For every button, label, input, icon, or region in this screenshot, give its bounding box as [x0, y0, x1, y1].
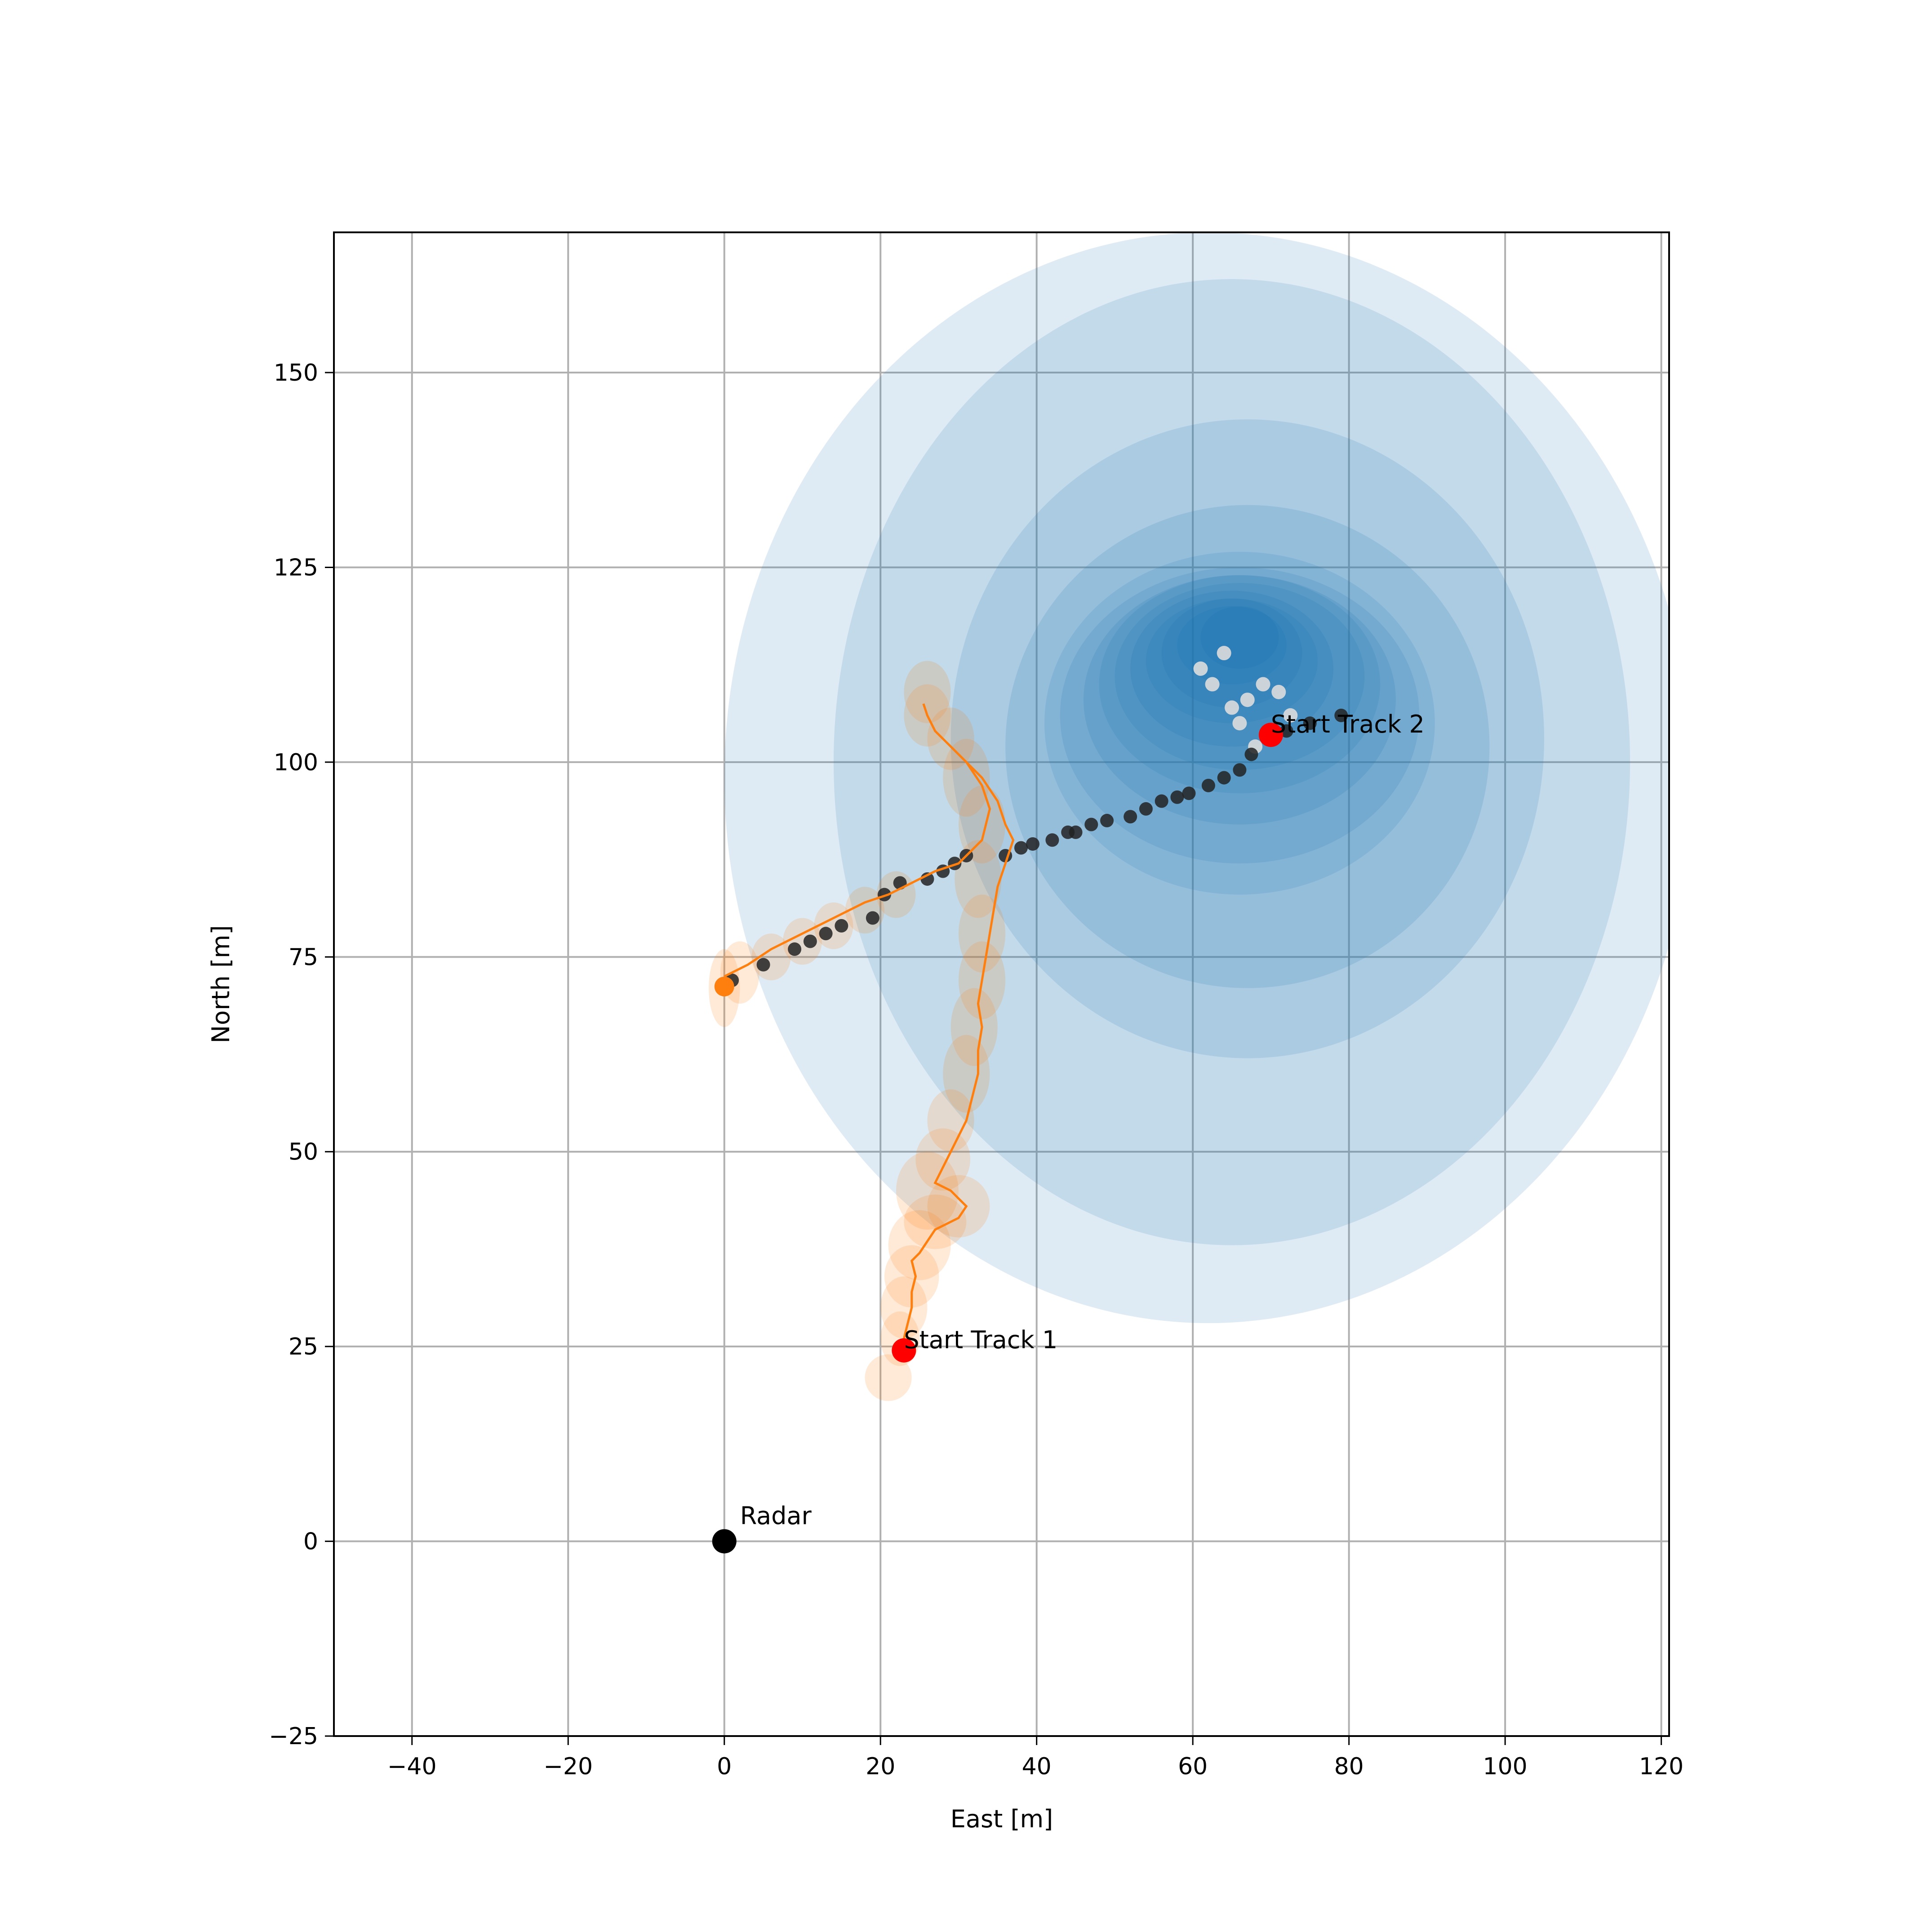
x-axis-title: East [m] — [950, 1805, 1053, 1833]
track-2-point — [1283, 708, 1298, 723]
covariance-ellipse-orange — [950, 988, 998, 1066]
measurement-point — [1217, 771, 1231, 785]
covariance-ellipse-orange — [865, 1354, 912, 1401]
covariance-ellipse-blue — [833, 279, 1630, 1245]
measurement-point — [1069, 825, 1083, 839]
covariance-ellipse-orange — [915, 1128, 971, 1191]
track-2-covariance — [724, 232, 1669, 1323]
measurement-point — [1026, 837, 1039, 851]
x-tick-label: 80 — [1334, 1753, 1364, 1780]
y-axis-title: North [m] — [207, 925, 235, 1044]
covariance-ellipse-orange — [927, 707, 974, 770]
x-axis: −40 −20 0 20 40 60 80 100 120 — [387, 1736, 1683, 1780]
track-2-point — [1225, 700, 1239, 715]
y-tick-label: −25 — [269, 1723, 318, 1750]
radar-label: Radar — [740, 1502, 812, 1530]
y-tick-label: 125 — [274, 554, 318, 581]
measurement-point — [819, 927, 833, 941]
y-tick-label: 25 — [289, 1333, 318, 1360]
covariance-ellipse-orange — [896, 1151, 959, 1230]
x-tick-label: 0 — [717, 1753, 732, 1780]
measurement-point — [1279, 724, 1293, 738]
covariance-ellipse-orange — [880, 1276, 928, 1339]
measurement-point — [788, 942, 802, 956]
measurement-point — [1139, 802, 1153, 816]
track-2-point — [1193, 661, 1208, 676]
measurement-point — [1124, 810, 1137, 824]
x-tick-label: 40 — [1022, 1753, 1052, 1780]
x-tick-label: 100 — [1483, 1753, 1528, 1780]
radar-marker — [712, 1529, 737, 1554]
covariance-ellipse-orange — [904, 661, 951, 724]
y-tick-label: 75 — [289, 944, 318, 971]
x-tick-label: −20 — [543, 1753, 593, 1780]
measurement-point — [1233, 763, 1247, 777]
measurement-point — [1084, 817, 1098, 831]
measurement-point — [1244, 747, 1258, 761]
measurement-point — [756, 958, 770, 972]
measurement-point — [1155, 794, 1168, 808]
measurement-point — [1303, 716, 1317, 730]
measurement-point — [1045, 833, 1059, 847]
start-track-1-label: Start Track 1 — [904, 1326, 1057, 1354]
track-2-point — [1271, 684, 1286, 699]
covariance-ellipse-blue — [950, 419, 1545, 1058]
track-endpoint-marker — [714, 977, 734, 997]
x-tick-label: 120 — [1639, 1753, 1683, 1780]
measurement-point — [866, 911, 879, 925]
plot-area — [334, 232, 1669, 1736]
covariance-ellipse-orange — [927, 1089, 974, 1152]
covariance-ellipse-blue — [1099, 575, 1381, 794]
covariance-ellipse-blue — [1130, 591, 1333, 747]
x-tick-label: 20 — [866, 1753, 895, 1780]
track-line — [724, 703, 1015, 1339]
track-2-point — [1232, 716, 1247, 731]
y-tick-label: 150 — [274, 360, 318, 386]
track-2-point — [1256, 677, 1270, 692]
y-tick-label: 0 — [303, 1528, 318, 1555]
x-tick-label: −40 — [387, 1753, 437, 1780]
covariance-ellipse-orange — [884, 1245, 939, 1308]
covariance-ellipse-blue — [724, 232, 1669, 1323]
start-track-1-marker — [892, 1338, 916, 1363]
x-tick-label: 60 — [1178, 1753, 1208, 1780]
y-tick-label: 50 — [289, 1139, 318, 1166]
y-tick-label: 100 — [274, 749, 318, 776]
grid — [334, 232, 1669, 1737]
measurement-point — [1334, 708, 1348, 722]
track-2-point — [1217, 646, 1231, 661]
measurement-point — [1201, 778, 1215, 792]
start-track-2-marker — [1258, 723, 1283, 747]
measurement-point — [1100, 813, 1114, 827]
covariance-ellipse-orange — [904, 1195, 967, 1249]
track-2-point — [1240, 693, 1255, 707]
plot-frame — [333, 231, 1670, 1737]
covariance-ellipse-blue — [1005, 505, 1490, 988]
measurement-point — [803, 934, 817, 948]
start-track-2-label: Start Track 2 — [1271, 710, 1425, 738]
track-2-point — [1205, 677, 1220, 692]
measurement-point — [1014, 841, 1028, 855]
measurement-point — [1170, 790, 1184, 804]
covariance-ellipse-blue — [1060, 567, 1420, 864]
covariance-ellipse-orange — [943, 738, 990, 817]
covariance-ellipse-orange — [958, 785, 1006, 864]
covariance-ellipse-blue — [1083, 575, 1396, 825]
covariance-ellipse-orange — [927, 1175, 990, 1238]
covariance-ellipse-blue — [1115, 583, 1365, 770]
y-axis: −25 0 25 50 75 100 125 150 — [269, 360, 334, 1750]
track-2-estimates — [1193, 646, 1298, 754]
covariance-ellipse-orange — [888, 1210, 951, 1280]
measurement-point — [1182, 786, 1196, 800]
covariance-ellipse-blue — [1200, 606, 1279, 669]
measurement-point — [835, 919, 848, 933]
